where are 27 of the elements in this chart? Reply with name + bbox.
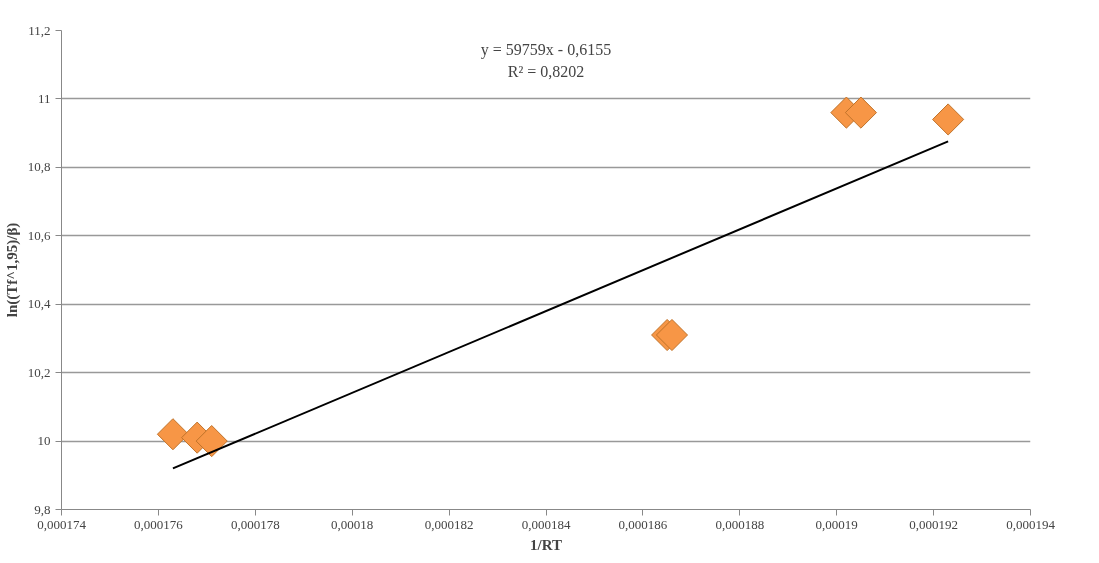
x-tick-label: 0,000186 [618,516,668,532]
x-tick-label: 0,000188 [715,516,765,532]
y-tick-label: 10,6 [27,227,51,243]
x-axis-title: 1/RT [530,536,562,553]
y-axis-title: ln((Tf^1,95)/β) [3,222,21,318]
y-tick-label: 10,8 [27,159,51,175]
y-tick-label: 10,2 [27,364,51,380]
annotation: y = 59759x - 0,6155 [480,40,612,59]
point [844,96,877,129]
y-tick-label: 11 [37,90,51,106]
x-tick-label: 0,000174 [37,516,87,532]
x-tick-label: 0,000182 [424,516,474,532]
x-tick-label: 0,00018 [331,516,374,532]
y-tick-label: 10 [37,433,51,449]
point [156,418,189,451]
x-tick-label: 0,000178 [230,516,280,532]
x-tick-label: 0,00019 [815,516,858,532]
y-tick-label: 9,8 [34,501,51,517]
point [932,103,965,136]
x-tick-label: 0,000192 [909,516,958,532]
point [195,425,228,458]
x-tick-label: 0,000176 [134,516,184,532]
y-tick-label: 10,4 [27,296,51,312]
x-tick-label: 0,000184 [521,516,571,532]
annotation: R² = 0,8202 [507,62,585,80]
y-tick-label: 11,2 [28,22,51,38]
x-tick-label: 0,000194 [1006,516,1056,532]
